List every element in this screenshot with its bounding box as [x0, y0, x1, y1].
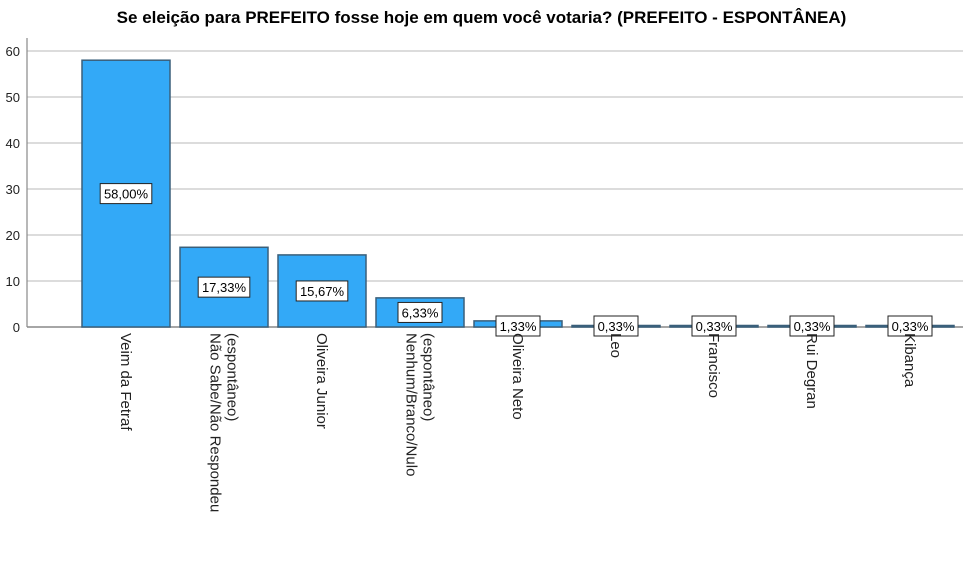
- x-tick-label-line: Leo: [607, 333, 624, 358]
- x-tick-label-line: Rui Degran: [803, 333, 820, 409]
- x-tick-label: Oliveira Neto: [509, 333, 526, 420]
- y-tick-label: 30: [6, 182, 20, 197]
- data-label-box: [197, 276, 251, 298]
- x-tick-label: Rui Degran: [803, 333, 820, 409]
- y-tick-label: 40: [6, 136, 20, 151]
- data-label: 0,33%: [892, 319, 929, 334]
- x-tick-label: Veim da Fetraf: [117, 333, 134, 431]
- data-label-box: [99, 183, 153, 205]
- y-tick-label: 10: [6, 274, 20, 289]
- x-tick-label-line: Oliveira Junior: [313, 333, 330, 429]
- data-label-box: [495, 315, 541, 337]
- x-tick-label-line: Nenhum/Branco/Nulo: [403, 333, 420, 476]
- data-label: 6,33%: [402, 305, 439, 320]
- data-label: 0,33%: [794, 319, 831, 334]
- data-label: 15,67%: [300, 284, 345, 299]
- x-tick-label: Francisco: [705, 333, 722, 398]
- data-label-box: [397, 301, 443, 323]
- chart-title: Se eleição para PREFEITO fosse hoje em q…: [116, 8, 847, 27]
- x-tick-label: Leo: [607, 333, 624, 358]
- x-tick-label: Nenhum/Branco/Nulo (espontâneo): [403, 333, 437, 476]
- x-tick-label-line: (espontâneo): [224, 333, 241, 421]
- x-tick-label: Não Sabe/Não Respondeu (espontâneo): [207, 333, 241, 512]
- x-tick-label-line: Não Sabe/Não Respondeu: [207, 333, 224, 512]
- data-label-box: [887, 315, 933, 337]
- data-label: 58,00%: [104, 187, 149, 202]
- data-label-box: [789, 315, 835, 337]
- y-tick-label: 20: [6, 228, 20, 243]
- y-tick-label: 50: [6, 90, 20, 105]
- x-tick-label-line: Francisco: [705, 333, 722, 398]
- y-tick-label: 0: [13, 320, 20, 335]
- x-tick-label-line: (espontâneo): [420, 333, 437, 421]
- x-tick-label: Oliveira Junior: [313, 333, 330, 429]
- data-label: 1,33%: [500, 319, 537, 334]
- data-label: 17,33%: [202, 280, 247, 295]
- data-label-box: [593, 315, 639, 337]
- data-label-box: [691, 315, 737, 337]
- y-tick-label: 60: [6, 44, 20, 59]
- data-label: 0,33%: [598, 319, 635, 334]
- x-tick-label-line: Kibança: [901, 333, 918, 388]
- x-tick-label-line: Veim da Fetraf: [117, 333, 134, 431]
- x-tick-label-line: Oliveira Neto: [509, 333, 526, 420]
- data-label-box: [295, 280, 349, 302]
- x-tick-label: Kibança: [901, 333, 918, 388]
- data-label: 0,33%: [696, 319, 733, 334]
